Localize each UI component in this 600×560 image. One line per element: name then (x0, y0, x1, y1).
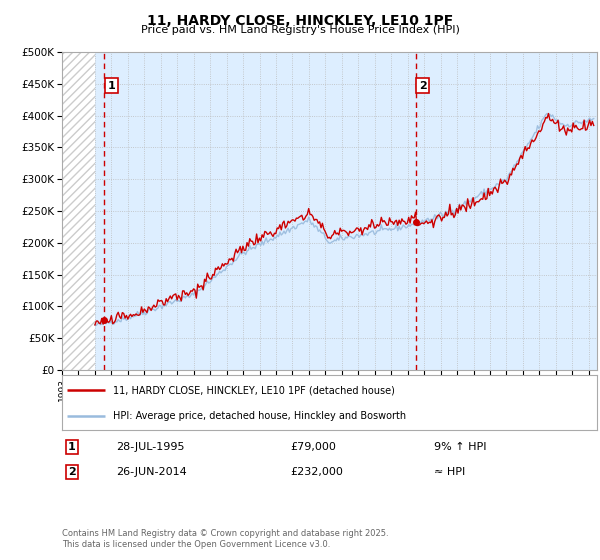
Text: Contains HM Land Registry data © Crown copyright and database right 2025.
This d: Contains HM Land Registry data © Crown c… (62, 529, 389, 549)
Text: 9% ↑ HPI: 9% ↑ HPI (434, 442, 487, 452)
Text: 2: 2 (68, 467, 76, 477)
Text: ≈ HPI: ≈ HPI (434, 467, 465, 477)
Text: 2: 2 (419, 81, 427, 91)
Text: 11, HARDY CLOSE, HINCKLEY, LE10 1PF: 11, HARDY CLOSE, HINCKLEY, LE10 1PF (147, 14, 453, 28)
Text: 26-JUN-2014: 26-JUN-2014 (116, 467, 187, 477)
Text: HPI: Average price, detached house, Hinckley and Bosworth: HPI: Average price, detached house, Hinc… (113, 411, 406, 421)
Text: 1: 1 (68, 442, 76, 452)
Text: 11, HARDY CLOSE, HINCKLEY, LE10 1PF (detached house): 11, HARDY CLOSE, HINCKLEY, LE10 1PF (det… (113, 385, 395, 395)
Bar (62, 52, 95, 370)
Text: £232,000: £232,000 (290, 467, 343, 477)
Text: 1: 1 (107, 81, 115, 91)
Text: 28-JUL-1995: 28-JUL-1995 (116, 442, 185, 452)
Text: £79,000: £79,000 (290, 442, 336, 452)
Text: Price paid vs. HM Land Registry's House Price Index (HPI): Price paid vs. HM Land Registry's House … (140, 25, 460, 35)
